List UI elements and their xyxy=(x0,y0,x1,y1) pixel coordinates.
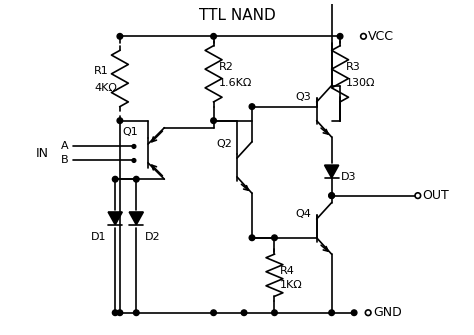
Text: B: B xyxy=(61,155,68,165)
Circle shape xyxy=(329,193,335,198)
Text: D3: D3 xyxy=(341,172,356,182)
Text: R3: R3 xyxy=(346,62,360,72)
Text: GND: GND xyxy=(373,306,401,319)
Text: VCC: VCC xyxy=(368,30,394,43)
Text: 1KΩ: 1KΩ xyxy=(280,280,303,290)
Circle shape xyxy=(134,177,139,182)
Polygon shape xyxy=(325,165,338,178)
Circle shape xyxy=(117,118,123,124)
Text: R2: R2 xyxy=(219,62,234,72)
Text: OUT: OUT xyxy=(422,189,449,202)
Text: Q2: Q2 xyxy=(216,139,232,149)
Circle shape xyxy=(117,310,123,316)
Polygon shape xyxy=(108,212,122,225)
Text: R4: R4 xyxy=(280,266,295,276)
Text: Q1: Q1 xyxy=(122,127,138,137)
Circle shape xyxy=(211,118,217,124)
Circle shape xyxy=(337,34,343,39)
Circle shape xyxy=(112,310,118,316)
Text: 4KΩ: 4KΩ xyxy=(94,83,117,93)
Circle shape xyxy=(134,310,139,316)
Text: 1.6KΩ: 1.6KΩ xyxy=(219,78,253,88)
Text: D2: D2 xyxy=(145,232,160,242)
Text: D1: D1 xyxy=(91,232,107,242)
Text: R1: R1 xyxy=(94,66,109,76)
Circle shape xyxy=(112,177,118,182)
Polygon shape xyxy=(129,212,143,225)
Text: A: A xyxy=(61,141,68,151)
Circle shape xyxy=(351,310,357,316)
Circle shape xyxy=(132,144,136,148)
Text: 130Ω: 130Ω xyxy=(346,78,375,88)
Text: TTL NAND: TTL NAND xyxy=(199,8,275,23)
Circle shape xyxy=(132,158,136,162)
Text: Q4: Q4 xyxy=(296,209,311,219)
Text: IN: IN xyxy=(36,147,48,160)
Text: Q3: Q3 xyxy=(296,92,311,102)
Circle shape xyxy=(249,104,255,110)
Circle shape xyxy=(329,310,335,316)
Circle shape xyxy=(329,193,335,198)
Circle shape xyxy=(272,235,277,241)
Circle shape xyxy=(117,34,123,39)
Circle shape xyxy=(211,310,217,316)
Circle shape xyxy=(211,34,217,39)
Circle shape xyxy=(249,235,255,241)
Circle shape xyxy=(241,310,247,316)
Circle shape xyxy=(272,310,277,316)
